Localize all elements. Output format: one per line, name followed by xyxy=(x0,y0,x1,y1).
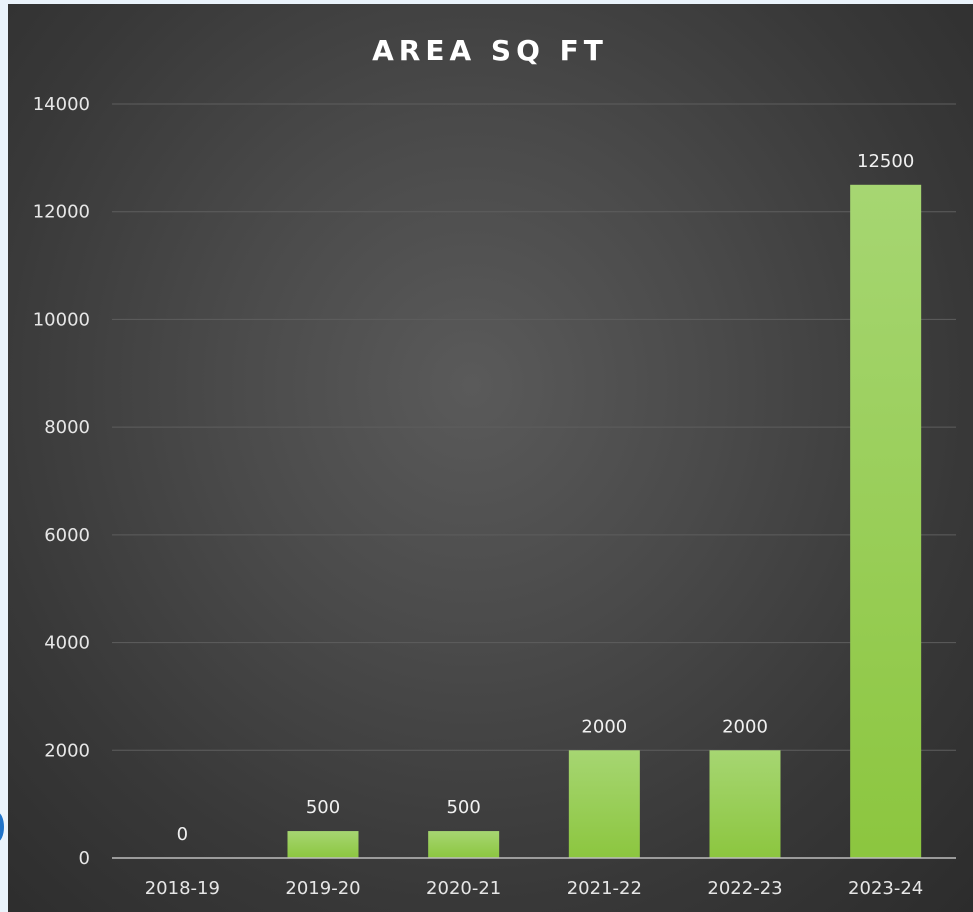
data-labels: 0 500 500 2000 2000 12500 xyxy=(177,151,915,845)
x-tick-label: 2018-19 xyxy=(145,878,220,899)
data-label-2022-23: 2000 xyxy=(722,716,768,737)
data-label-2021-22: 2000 xyxy=(581,716,627,737)
x-tick-label: 2021-22 xyxy=(567,878,642,899)
chart-title: AREA SQ FT xyxy=(372,34,608,67)
bar-2019-20 xyxy=(287,831,359,858)
data-label-2023-24: 12500 xyxy=(857,151,914,172)
y-tick-label: 4000 xyxy=(44,633,90,654)
y-tick-label: 0 xyxy=(79,848,90,869)
x-tick-label: 2020-21 xyxy=(426,878,501,899)
bars xyxy=(287,184,922,859)
data-label-2019-20: 500 xyxy=(306,797,340,818)
y-tick-label: 12000 xyxy=(33,202,90,223)
x-tick-label: 2023-24 xyxy=(848,878,923,899)
y-tick-label: 10000 xyxy=(33,309,90,330)
y-tick-label: 8000 xyxy=(44,417,90,438)
x-axis-ticks: 2018-19 2019-20 2020-21 2021-22 2022-23 2023-… xyxy=(145,878,924,899)
data-label-2018-19: 0 xyxy=(177,824,188,845)
y-tick-label: 6000 xyxy=(44,525,90,546)
x-tick-label: 2022-23 xyxy=(707,878,782,899)
bar-2022-23 xyxy=(709,750,781,858)
edge-marker xyxy=(0,812,4,842)
chart-area: AREA SQ FT 0 2000 4000 6000 8000 10000 12000 14… xyxy=(8,4,973,912)
bar-2020-21 xyxy=(428,831,500,858)
data-label-2020-21: 500 xyxy=(446,797,480,818)
bar-2023-24 xyxy=(850,184,922,859)
y-tick-label: 14000 xyxy=(33,94,90,115)
x-tick-label: 2019-20 xyxy=(285,878,360,899)
gridlines xyxy=(112,103,956,751)
y-axis-ticks: 0 2000 4000 6000 8000 10000 12000 14000 xyxy=(33,94,90,869)
y-tick-label: 2000 xyxy=(44,740,90,761)
bar-2021-22 xyxy=(568,750,640,858)
bar-chart: AREA SQ FT 0 2000 4000 6000 8000 10000 12000 14… xyxy=(33,34,956,899)
